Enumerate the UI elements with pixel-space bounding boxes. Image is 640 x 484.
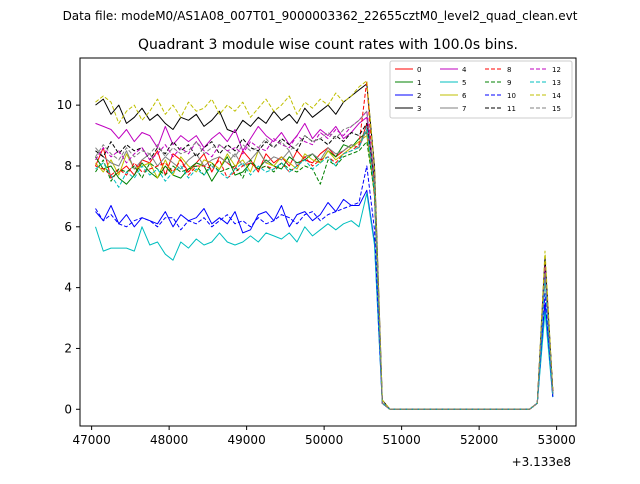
legend-label-2: 2	[417, 92, 421, 100]
axes-frame	[79, 57, 577, 427]
x-tick-label: 50000	[305, 433, 343, 447]
legend-label-6: 6	[462, 92, 467, 100]
series-line-9	[95, 141, 554, 410]
legend-label-9: 9	[507, 79, 511, 87]
x-tick-label: 53000	[538, 433, 576, 447]
series-line-11	[95, 122, 554, 410]
legend-label-3: 3	[417, 105, 421, 113]
legend-label-5: 5	[462, 79, 466, 87]
x-offset-label: +3.133e8	[512, 455, 571, 469]
x-tick-label: 52000	[460, 433, 498, 447]
series-line-15	[95, 110, 554, 410]
x-tick-label: 47000	[73, 433, 111, 447]
series-line-10	[95, 165, 554, 410]
x-tick-label: 49000	[228, 433, 266, 447]
legend-label-0: 0	[417, 66, 421, 74]
legend-label-11: 11	[507, 105, 516, 113]
x-axis: 47000 48000 49000 50000 51000 52000 53000	[73, 426, 576, 447]
y-tick-label: 2	[64, 341, 72, 355]
y-tick-label: 10	[57, 98, 72, 112]
chart-title: Quadrant 3 module wise count rates with …	[138, 37, 518, 53]
y-axis: 0 2 4 6 8 10	[57, 98, 80, 416]
legend-label-15: 15	[552, 105, 561, 113]
legend-box	[389, 60, 573, 119]
y-tick-label: 6	[64, 220, 72, 234]
legend-label-14: 14	[552, 92, 561, 100]
series-line-8	[95, 80, 554, 410]
y-tick-label: 8	[64, 159, 72, 173]
legend-label-7: 7	[462, 105, 466, 113]
legend-label-10: 10	[507, 92, 516, 100]
x-tick-label: 51000	[383, 433, 421, 447]
legend-label-13: 13	[552, 79, 561, 87]
series-line-12	[95, 110, 554, 410]
x-tick-label: 48000	[150, 433, 188, 447]
legend-label-8: 8	[507, 66, 511, 74]
legend-label-4: 4	[462, 66, 467, 74]
y-tick-label: 0	[64, 402, 72, 416]
chart-suptitle: Data file: modeM0/AS1A08_007T01_90000033…	[63, 9, 578, 23]
y-tick-label: 4	[64, 281, 72, 295]
legend-label-12: 12	[552, 66, 561, 74]
series-layer	[95, 80, 554, 410]
series-line-13	[95, 125, 554, 410]
legend-label-1: 1	[417, 79, 421, 87]
